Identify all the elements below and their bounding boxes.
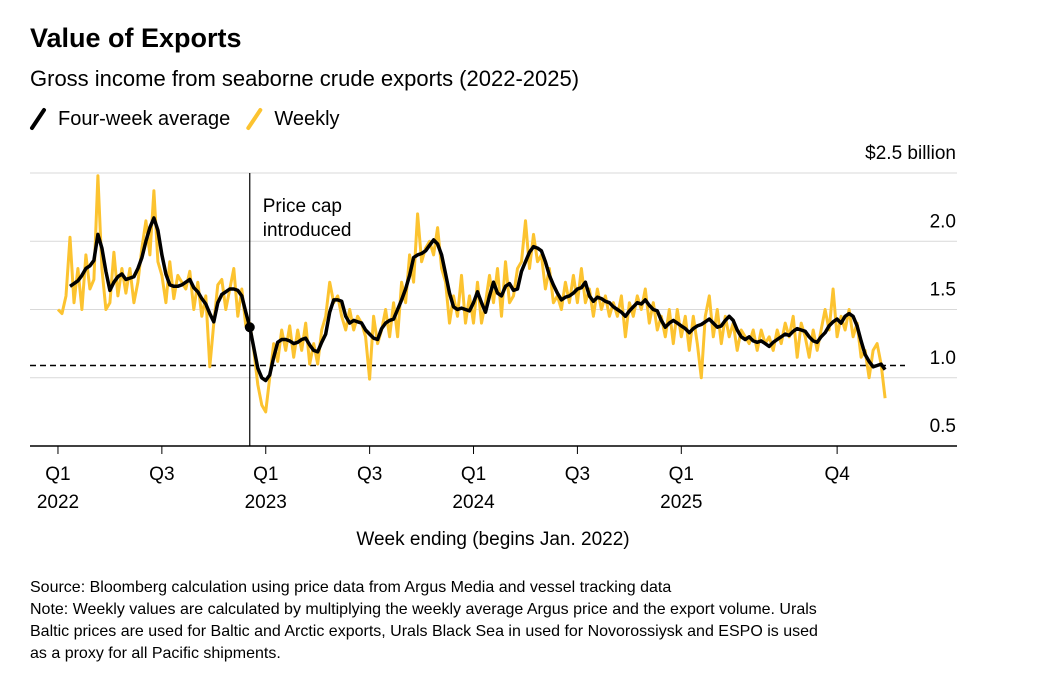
x-tick-year: 2022 [37,492,79,513]
x-tick-year: 2023 [245,492,287,513]
x-tick-label: Q1 [461,464,486,485]
legend-label: Four-week average [58,108,230,130]
x-tick-label: Q1 [45,464,70,485]
y-tick-label: 0.5 [930,416,956,437]
legend-swatch [246,108,263,130]
x-tick-year: 2024 [452,492,495,513]
note-line: Baltic prices are used for Baltic and Ar… [30,623,818,640]
series-line [56,174,887,414]
x-tick-year: 2025 [660,492,702,513]
x-tick-label: Q3 [357,464,382,485]
chart-subtitle: Gross income from seaborne crude exports… [30,66,579,91]
note-line: as a proxy for all Pacific shipments. [30,645,281,662]
annotation-text: Price cap [263,196,342,217]
x-tick-label: Q1 [669,464,694,485]
x-tick-label: Q4 [824,464,850,485]
x-tick-label: Q3 [565,464,590,485]
x-tick-label: Q3 [149,464,174,485]
legend-label: Weekly [274,108,339,130]
y-tick-label: 1.5 [930,280,956,301]
x-tick-label: Q1 [253,464,278,485]
legend-swatch [30,108,46,130]
series-line [69,216,887,383]
annotation-text: introduced [263,220,352,241]
y-tick-label: 2.0 [930,211,956,232]
y-tick-label: $2.5 billion [865,143,956,164]
source: Source: Bloomberg calculation using pric… [30,579,671,596]
y-tick-label: 1.0 [930,348,956,369]
note-line: Note: Weekly values are calculated by mu… [30,601,817,618]
price-cap-marker [244,322,255,333]
chart-title: Value of Exports [30,23,242,53]
x-axis-label: Week ending (begins Jan. 2022) [356,529,629,550]
